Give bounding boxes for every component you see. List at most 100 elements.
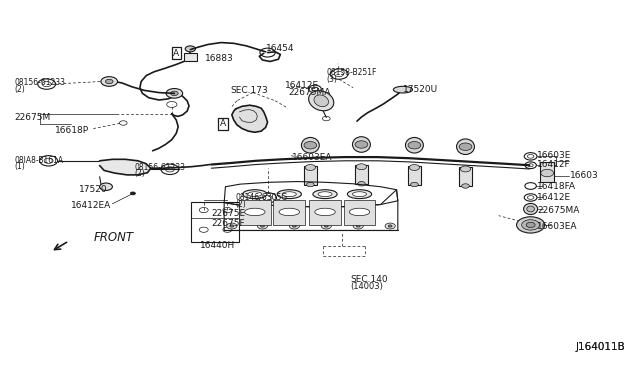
Ellipse shape <box>282 192 296 196</box>
Circle shape <box>388 225 392 227</box>
Bar <box>355 165 368 184</box>
Text: J164011B: J164011B <box>575 342 625 352</box>
Text: 16418FA: 16418FA <box>537 182 576 190</box>
Bar <box>459 167 472 186</box>
Circle shape <box>100 183 113 190</box>
Ellipse shape <box>527 206 534 212</box>
Ellipse shape <box>318 192 332 196</box>
Bar <box>344 200 376 225</box>
Ellipse shape <box>349 208 370 216</box>
Text: 22675MA: 22675MA <box>288 88 330 97</box>
Text: (1): (1) <box>15 162 26 171</box>
Ellipse shape <box>456 139 474 154</box>
Circle shape <box>411 182 419 187</box>
Circle shape <box>289 223 300 229</box>
Ellipse shape <box>279 208 300 216</box>
Circle shape <box>106 79 113 84</box>
Ellipse shape <box>248 192 262 196</box>
Text: 16412E: 16412E <box>537 193 571 202</box>
Text: 08IA8-B161A: 08IA8-B161A <box>15 155 64 164</box>
Text: J164011B: J164011B <box>575 342 625 352</box>
Circle shape <box>292 225 296 227</box>
Text: 16603E: 16603E <box>537 151 572 160</box>
Circle shape <box>185 46 195 52</box>
Circle shape <box>131 192 136 195</box>
Text: A: A <box>173 49 179 58</box>
Text: 22675M: 22675M <box>15 113 51 122</box>
Circle shape <box>459 143 472 150</box>
Circle shape <box>101 77 118 86</box>
Ellipse shape <box>243 190 267 199</box>
Polygon shape <box>232 105 268 132</box>
Ellipse shape <box>244 208 265 216</box>
Circle shape <box>321 223 332 229</box>
Text: 16618P: 16618P <box>55 126 89 135</box>
Ellipse shape <box>353 137 371 152</box>
Ellipse shape <box>524 203 538 215</box>
Text: A: A <box>220 119 226 128</box>
Bar <box>304 166 317 185</box>
Bar <box>239 200 271 225</box>
Ellipse shape <box>348 190 372 199</box>
Ellipse shape <box>308 91 334 111</box>
Text: (14003): (14003) <box>351 282 383 291</box>
Text: (2): (2) <box>236 200 246 209</box>
Circle shape <box>260 225 264 227</box>
Ellipse shape <box>314 95 328 107</box>
Bar <box>408 166 421 185</box>
Text: SEC.140: SEC.140 <box>351 275 388 284</box>
Ellipse shape <box>313 190 337 199</box>
Text: 08146-6305G: 08146-6305G <box>236 193 288 202</box>
Text: 08156-61233: 08156-61233 <box>135 163 186 172</box>
Circle shape <box>307 182 314 187</box>
Text: 16412E: 16412E <box>285 81 319 90</box>
Circle shape <box>522 220 540 230</box>
Text: 16454: 16454 <box>266 44 294 53</box>
Ellipse shape <box>353 192 367 196</box>
Circle shape <box>385 223 396 229</box>
Bar <box>540 162 554 182</box>
Circle shape <box>227 223 237 229</box>
Text: 16603EA: 16603EA <box>292 153 332 161</box>
Text: 17520U: 17520U <box>403 85 438 94</box>
Ellipse shape <box>394 86 413 93</box>
Text: 17520: 17520 <box>79 185 108 194</box>
Text: 16883: 16883 <box>205 54 234 62</box>
Circle shape <box>304 141 317 149</box>
Text: 22675MA: 22675MA <box>537 206 579 215</box>
Circle shape <box>166 89 182 98</box>
Text: 08156-61233: 08156-61233 <box>15 78 66 87</box>
Ellipse shape <box>277 190 301 199</box>
Circle shape <box>305 164 316 170</box>
Text: 16603: 16603 <box>570 171 599 180</box>
Circle shape <box>230 225 234 227</box>
Circle shape <box>356 164 367 170</box>
Bar <box>273 200 305 225</box>
Text: 16603EA: 16603EA <box>537 222 577 231</box>
Circle shape <box>460 166 470 172</box>
Text: 08158-B251F: 08158-B251F <box>326 68 377 77</box>
Text: (3): (3) <box>326 75 337 84</box>
Polygon shape <box>100 159 151 175</box>
Ellipse shape <box>301 137 319 153</box>
Text: (2): (2) <box>15 85 26 94</box>
Text: (2): (2) <box>135 169 145 178</box>
Circle shape <box>170 91 178 96</box>
Ellipse shape <box>315 208 335 216</box>
Bar <box>309 200 341 225</box>
Text: FRONT: FRONT <box>93 231 133 244</box>
Circle shape <box>408 141 421 149</box>
Ellipse shape <box>406 137 423 153</box>
Circle shape <box>355 141 368 148</box>
Bar <box>184 53 196 61</box>
Bar <box>191 202 239 242</box>
Circle shape <box>257 223 268 229</box>
Circle shape <box>324 225 328 227</box>
Circle shape <box>526 222 535 228</box>
Circle shape <box>356 225 360 227</box>
Text: 22675E: 22675E <box>211 209 246 218</box>
Circle shape <box>541 169 554 177</box>
Circle shape <box>516 217 545 233</box>
Text: 16412F: 16412F <box>537 160 571 169</box>
Circle shape <box>358 182 365 186</box>
